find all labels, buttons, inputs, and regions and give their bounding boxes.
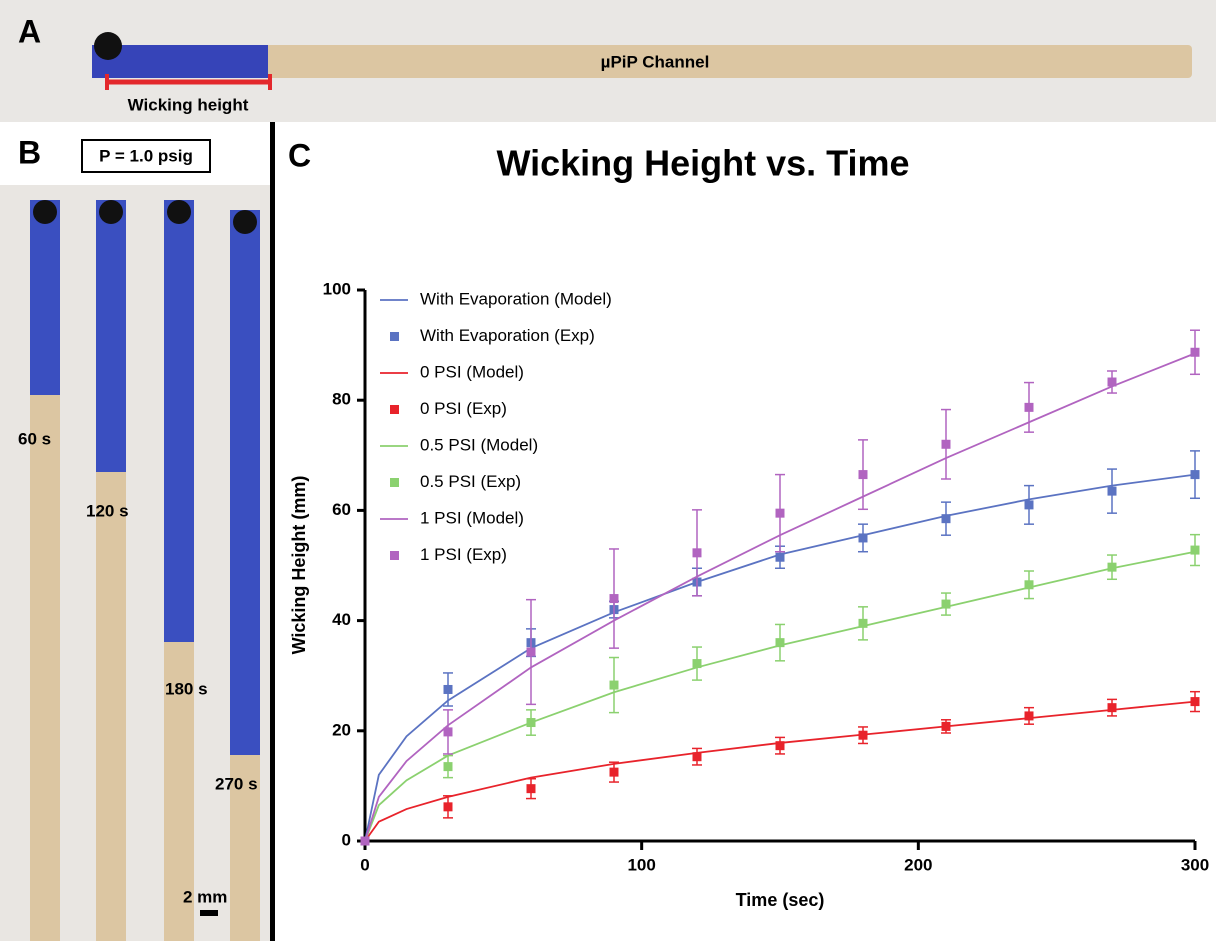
legend-marker bbox=[390, 405, 399, 414]
legend-label: 1 PSI (Model) bbox=[420, 508, 524, 527]
data-point bbox=[775, 638, 785, 648]
channel-label: µPiP Channel bbox=[601, 52, 710, 71]
dye bbox=[164, 200, 194, 642]
data-point bbox=[858, 533, 868, 543]
legend-label: 0.5 PSI (Exp) bbox=[420, 472, 521, 491]
scale-label: 2 mm bbox=[183, 887, 227, 906]
data-point bbox=[443, 762, 453, 772]
data-point bbox=[941, 514, 951, 524]
y-axis-label: Wicking Height (mm) bbox=[289, 476, 309, 655]
panel-letter: A bbox=[18, 13, 41, 49]
legend-marker bbox=[390, 332, 399, 341]
time-label: 120 s bbox=[86, 501, 129, 520]
y-tick-label: 100 bbox=[323, 279, 351, 298]
data-point bbox=[941, 721, 951, 731]
pressure-box bbox=[81, 139, 211, 173]
data-point bbox=[775, 741, 785, 751]
data-point bbox=[941, 439, 951, 449]
inlet bbox=[99, 200, 123, 224]
data-point bbox=[1024, 500, 1034, 510]
channel-strip bbox=[92, 45, 1192, 78]
legend-marker bbox=[390, 551, 399, 560]
inlet bbox=[167, 200, 191, 224]
data-point bbox=[858, 470, 868, 480]
data-point bbox=[360, 836, 370, 846]
data-point bbox=[526, 784, 536, 794]
x-tick-label: 300 bbox=[1181, 855, 1209, 874]
data-point bbox=[775, 552, 785, 562]
data-point bbox=[609, 680, 619, 690]
data-point bbox=[692, 752, 702, 762]
time-label: 270 s bbox=[215, 774, 258, 793]
data-point bbox=[692, 548, 702, 558]
y-tick-label: 60 bbox=[332, 500, 351, 519]
legend-label: 0 PSI (Exp) bbox=[420, 399, 507, 418]
data-point bbox=[692, 659, 702, 669]
y-tick-label: 0 bbox=[342, 830, 351, 849]
time-label: 60 s bbox=[18, 429, 51, 448]
data-point bbox=[1024, 402, 1034, 412]
legend-label: 1 PSI (Exp) bbox=[420, 545, 507, 564]
data-point bbox=[1190, 347, 1200, 357]
pressure-label: P = 1.0 psig bbox=[99, 146, 193, 165]
dye bbox=[96, 200, 126, 472]
data-point bbox=[443, 727, 453, 737]
data-point bbox=[1024, 711, 1034, 721]
y-tick-label: 40 bbox=[332, 610, 351, 629]
scale-bar bbox=[200, 910, 218, 916]
wicking-label: Wicking height bbox=[128, 95, 249, 114]
chart-title: Wicking Height vs. Time bbox=[496, 143, 909, 184]
y-tick-label: 20 bbox=[332, 720, 351, 739]
inlet bbox=[233, 210, 257, 234]
inlet bbox=[94, 32, 122, 60]
data-point bbox=[1190, 697, 1200, 707]
legend-label: With Evaporation (Model) bbox=[420, 289, 612, 308]
model-line bbox=[364, 700, 1196, 842]
data-point bbox=[1107, 377, 1117, 387]
legend-label: With Evaporation (Exp) bbox=[420, 326, 595, 345]
data-point bbox=[1024, 580, 1034, 590]
data-point bbox=[775, 508, 785, 518]
legend-label: 0 PSI (Model) bbox=[420, 362, 524, 381]
panel-letter: C bbox=[288, 137, 311, 173]
x-tick-label: 0 bbox=[360, 855, 369, 874]
data-point bbox=[1107, 562, 1117, 572]
data-point bbox=[609, 767, 619, 777]
model-line bbox=[364, 352, 1196, 842]
inlet bbox=[33, 200, 57, 224]
data-point bbox=[858, 618, 868, 628]
dye bbox=[230, 210, 260, 755]
data-point bbox=[443, 684, 453, 694]
data-point bbox=[1190, 470, 1200, 480]
divider bbox=[270, 122, 275, 941]
data-point bbox=[1190, 545, 1200, 555]
data-point bbox=[526, 718, 536, 728]
x-tick-label: 100 bbox=[627, 855, 655, 874]
strips bbox=[30, 200, 260, 941]
legend-marker bbox=[390, 478, 399, 487]
x-tick-label: 200 bbox=[904, 855, 932, 874]
dye bbox=[30, 200, 60, 395]
data-point bbox=[1107, 703, 1117, 713]
data-point bbox=[1107, 486, 1117, 496]
data-point bbox=[858, 730, 868, 740]
dye-front bbox=[92, 45, 268, 78]
data-point bbox=[609, 594, 619, 604]
data-point bbox=[443, 802, 453, 812]
plot: 0 20 40 60 80 100 0 100 200 300 With Evaporation (… bbox=[323, 279, 1210, 874]
data-point bbox=[941, 599, 951, 609]
x-axis-label: Time (sec) bbox=[736, 890, 825, 910]
y-tick-label: 80 bbox=[332, 390, 351, 409]
time-label: 180 s bbox=[165, 679, 208, 698]
data-point bbox=[526, 647, 536, 657]
legend-label: 0.5 PSI (Model) bbox=[420, 435, 538, 454]
panel-letter: B bbox=[18, 134, 41, 170]
